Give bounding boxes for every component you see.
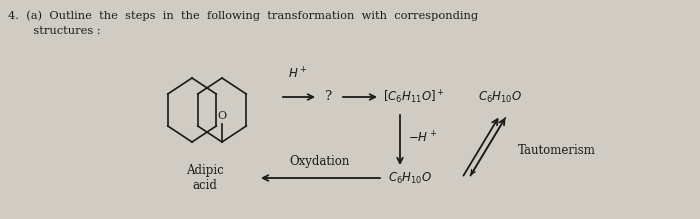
- Text: Tautomerism: Tautomerism: [518, 143, 596, 157]
- Text: 4.  (a)  Outline  the  steps  in  the  following  transformation  with  correspo: 4. (a) Outline the steps in the followin…: [8, 10, 478, 21]
- Text: $C_6H_{10}O$: $C_6H_{10}O$: [478, 89, 522, 104]
- Text: $H^+$: $H^+$: [288, 67, 307, 82]
- Text: O: O: [218, 111, 227, 121]
- Text: $C_6H_{10}O$: $C_6H_{10}O$: [388, 170, 432, 185]
- Text: $-H^+$: $-H^+$: [408, 130, 437, 146]
- Text: Oxydation: Oxydation: [290, 155, 350, 168]
- Text: structures :: structures :: [8, 26, 101, 36]
- Text: $[C_6H_{11}O]^+$: $[C_6H_{11}O]^+$: [383, 88, 444, 106]
- Text: ?: ?: [324, 90, 332, 104]
- Text: Adipic
acid: Adipic acid: [186, 164, 224, 192]
